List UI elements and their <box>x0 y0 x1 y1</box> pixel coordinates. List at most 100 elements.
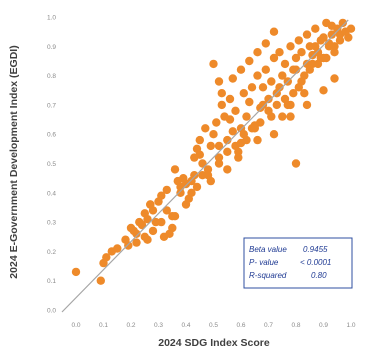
data-point <box>256 118 265 127</box>
y-tick-label: 0.6 <box>47 132 56 139</box>
data-point <box>278 71 287 80</box>
data-point <box>206 141 215 151</box>
data-point <box>214 77 224 86</box>
y-tick-label: 0.7 <box>47 102 56 109</box>
data-point <box>308 50 317 60</box>
data-point <box>124 241 133 250</box>
data-point <box>236 138 246 148</box>
data-point <box>234 153 243 162</box>
data-point <box>267 112 276 121</box>
data-point <box>113 244 122 253</box>
data-point <box>206 176 215 186</box>
data-point <box>162 185 171 195</box>
x-tick-label: 0.0 <box>71 322 80 329</box>
data-point <box>187 188 196 197</box>
data-point <box>198 159 207 168</box>
data-point <box>267 77 276 86</box>
data-point <box>228 127 237 136</box>
data-point <box>302 100 312 110</box>
x-axis-title: 2024 SDG Index Score <box>158 337 270 349</box>
data-point <box>283 100 292 110</box>
y-tick-label: 0.9 <box>47 44 56 51</box>
data-point <box>214 159 224 168</box>
data-point <box>146 200 155 209</box>
data-point <box>192 182 202 192</box>
data-point <box>203 165 213 174</box>
x-tick-label: 0.1 <box>99 322 108 329</box>
data-point <box>223 165 232 174</box>
data-point <box>132 238 141 247</box>
data-point <box>217 89 226 98</box>
data-point <box>176 188 185 197</box>
data-point <box>330 74 339 83</box>
data-point <box>225 94 235 104</box>
p-value-label: P- value <box>249 258 279 267</box>
plot-area <box>61 18 356 313</box>
p-value-value: < 0.0001 <box>300 258 331 267</box>
data-point <box>264 94 273 104</box>
data-point <box>261 39 270 48</box>
data-point <box>286 42 295 51</box>
x-tick-label: 0.4 <box>181 322 190 329</box>
y-tick-label: 0.4 <box>47 190 56 197</box>
beta-label: Beta value <box>249 245 287 254</box>
data-point <box>272 100 281 110</box>
data-point <box>297 48 306 57</box>
data-point <box>245 56 254 66</box>
data-point <box>327 21 336 30</box>
data-point <box>209 130 218 139</box>
data-point <box>250 124 259 133</box>
y-axis-title: 2024 E-Government Development Index (EGD… <box>8 45 20 278</box>
data-point <box>253 135 262 145</box>
data-point <box>258 83 268 92</box>
data-point <box>132 229 141 238</box>
data-point <box>195 135 204 145</box>
data-point <box>223 135 232 145</box>
data-point <box>275 83 284 92</box>
data-point <box>311 42 320 51</box>
data-point <box>302 59 312 69</box>
data-point <box>143 215 152 224</box>
data-point <box>253 71 262 80</box>
data-point <box>253 48 262 57</box>
data-point <box>245 97 254 107</box>
data-point <box>236 65 246 74</box>
data-point <box>302 30 312 39</box>
data-point <box>157 217 166 227</box>
y-tick-label: 0.3 <box>47 220 56 227</box>
x-tick-label: 0.9 <box>319 322 328 329</box>
y-tick-label: 1.0 <box>47 15 56 22</box>
x-tick-label: 0.8 <box>291 322 300 329</box>
y-tick-label: 0.0 <box>47 308 56 315</box>
data-point <box>190 171 199 180</box>
tick-labels: 0.0 0.1 0.2 0.3 0.4 0.5 0.6 0.7 0.8 0.9 1.0 0.0 0.1 0… <box>47 15 356 330</box>
data-point <box>217 100 226 110</box>
data-point <box>239 89 248 98</box>
data-point <box>201 124 210 133</box>
data-point <box>225 115 235 124</box>
data-point <box>157 191 166 200</box>
data-point <box>269 130 279 139</box>
data-point <box>223 147 232 156</box>
y-tick-label: 0.2 <box>47 249 56 256</box>
data-point <box>140 232 149 241</box>
data-point <box>294 83 303 92</box>
data-point <box>269 53 279 63</box>
x-tick-label: 0.7 <box>264 322 273 329</box>
data-point <box>278 112 287 121</box>
data-point <box>212 118 221 127</box>
stats-box: Beta value 0.9455 P- value < 0.0001 R-sq… <box>243 237 353 289</box>
data-point <box>261 65 270 74</box>
data-point <box>195 150 204 159</box>
data-point <box>258 100 268 110</box>
y-tick-label: 0.8 <box>47 73 56 80</box>
x-tick-label: 0.3 <box>154 322 163 329</box>
data-point <box>228 74 237 83</box>
data-point <box>330 48 339 57</box>
data-point <box>280 59 290 69</box>
data-point <box>275 48 284 57</box>
data-point <box>341 27 350 36</box>
data-point <box>148 226 158 236</box>
r-squared-label: R-squared <box>249 271 287 280</box>
x-tick-label: 0.5 <box>209 322 218 329</box>
